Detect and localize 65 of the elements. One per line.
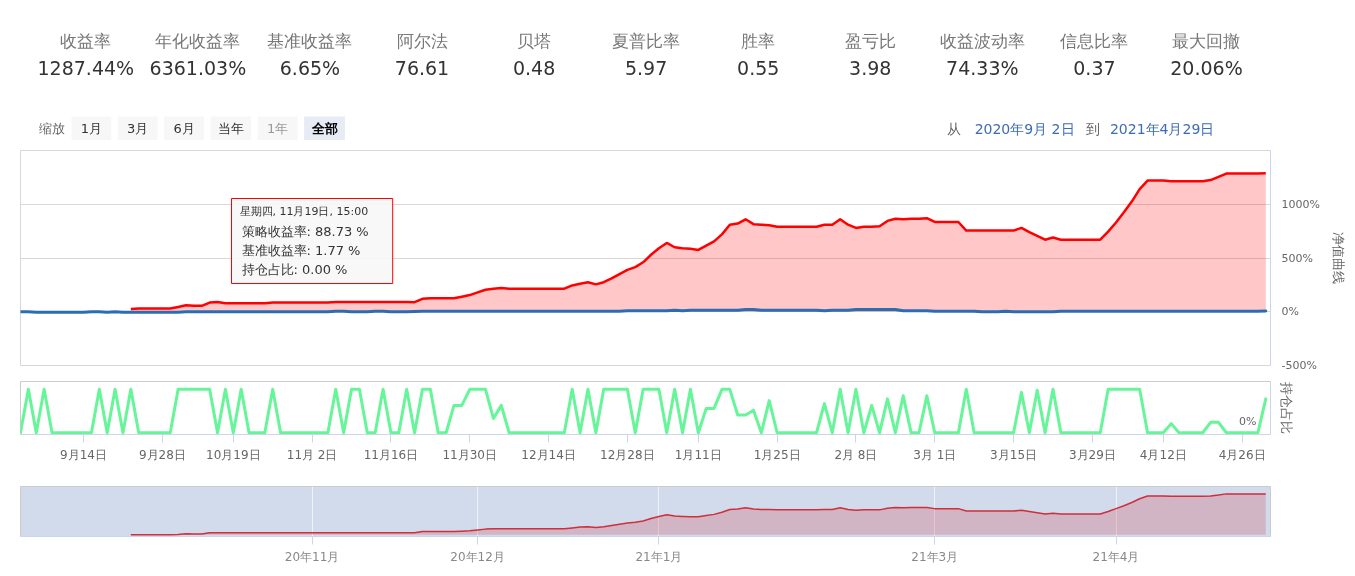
x-tick-label: 9月28日: [138, 447, 186, 462]
x-tick-label: 3月29日: [1068, 447, 1116, 462]
category-label: 贝塔: [517, 30, 552, 51]
text: 5.97: [624, 56, 668, 79]
y-tick-label: 500%: [1281, 251, 1313, 265]
category-label: 信息比率: [1060, 30, 1129, 51]
category-label: 收益率: [60, 30, 112, 51]
x-tick-label: 9月14日: [60, 447, 108, 462]
x-tick-label: 21年4月: [1092, 549, 1140, 564]
text: 到: [1086, 120, 1101, 137]
x-tick-label: 20年12月: [450, 549, 505, 564]
text: 缩放: [39, 121, 66, 136]
annotation: 策略收益率: 88.73 %: [241, 224, 369, 239]
annotation: 基准收益率: 1.77 %: [241, 243, 361, 258]
x-tick-label: 3月 1日: [913, 447, 957, 462]
annotation: 星期四, 11月19日, 15:00: [239, 205, 369, 218]
text: 76.61: [394, 56, 450, 79]
y-axis-title: 净值曲线: [1330, 232, 1346, 284]
text: 0.37: [1073, 56, 1116, 79]
x-tick-label: 11月 2日: [286, 447, 338, 462]
text: 1287.44%: [37, 56, 135, 79]
text: 2021年4月29日: [1109, 120, 1215, 137]
text: 20.06%: [1170, 56, 1243, 79]
y-tick-label: 1000%: [1281, 197, 1320, 211]
category-label: 年化收益率: [155, 30, 241, 51]
y-tick-label: -500%: [1281, 358, 1317, 372]
category-label: 阿尔法: [396, 30, 448, 51]
text: 1月: [80, 121, 103, 136]
x-tick-label: 12月28日: [600, 447, 655, 462]
text: 1年: [267, 121, 289, 136]
category-label: 盈亏比: [844, 30, 896, 51]
category-label: 夏普比率: [612, 30, 681, 51]
text: 全部: [310, 121, 338, 136]
text: 74.33%: [946, 56, 1019, 79]
text: 从: [946, 120, 961, 137]
x-tick-label: 20年11月: [284, 549, 340, 564]
annotation: 0%: [1239, 414, 1257, 428]
x-tick-label: 4月26日: [1218, 447, 1266, 462]
x-tick-label: 3月15日: [990, 447, 1038, 462]
text: 6.65%: [279, 56, 341, 79]
text: 0.48: [512, 56, 556, 79]
x-tick-label: 10月19日: [206, 447, 261, 462]
text: 2020年9月 2日: [974, 120, 1075, 137]
text: 6月: [173, 121, 195, 136]
text: 3月: [127, 121, 149, 136]
x-tick-label: 4月12日: [1139, 447, 1187, 462]
x-tick-label: 1月25日: [753, 447, 801, 462]
y-axis-title: 持仓占比: [1278, 382, 1294, 434]
category-label: 基准收益率: [267, 30, 353, 51]
x-tick-label: 11月16日: [363, 447, 419, 462]
x-tick-label: 1月11日: [674, 447, 722, 462]
category-label: 收益波动率: [939, 30, 1025, 51]
annotation: 持仓占比: 0.00 %: [241, 262, 348, 277]
text: 当年: [217, 121, 244, 136]
x-tick-label: 2月 8日: [834, 447, 878, 462]
category-label: 胜率: [741, 30, 776, 51]
x-tick-label: 21年1月: [635, 549, 683, 564]
x-tick-label: 11月30日: [442, 447, 498, 462]
text: 3.98: [849, 56, 892, 79]
x-tick-label: 12月14日: [521, 447, 576, 462]
text: 0.55: [737, 56, 780, 79]
x-tick-label: 21年3月: [911, 549, 959, 564]
y-tick-label: 0%: [1281, 305, 1299, 319]
category-label: 最大回撤: [1172, 30, 1241, 51]
text: 6361.03%: [149, 56, 247, 79]
